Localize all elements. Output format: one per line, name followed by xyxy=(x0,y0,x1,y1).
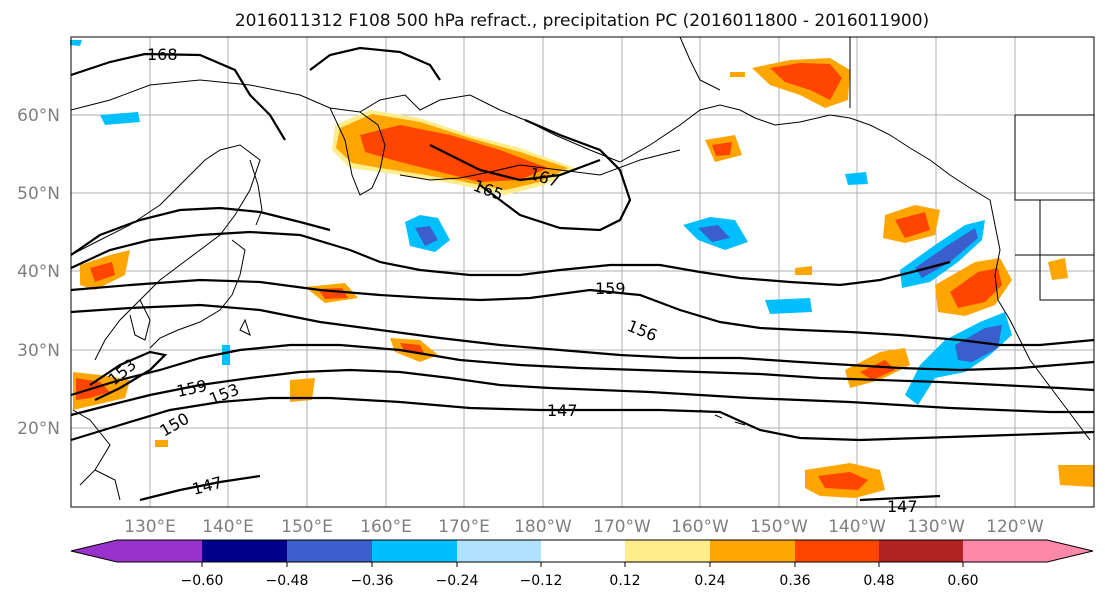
lon-label-130w: 130°W xyxy=(907,517,965,537)
colorbar-tick: −0.24 xyxy=(436,573,479,589)
colorbar-segment xyxy=(117,540,202,562)
latitude-labels: 60°N 50°N 40°N 30°N 20°N xyxy=(17,106,60,439)
lon-label-170e: 170°E xyxy=(438,517,490,537)
colorbar-segment xyxy=(541,540,625,562)
colorbar-tick: 0.24 xyxy=(694,573,725,589)
colorbar-extend-low xyxy=(71,540,117,562)
colorbar-tick: 0.36 xyxy=(779,573,810,589)
colorbar-segment xyxy=(879,540,963,562)
colorbar-segment xyxy=(625,540,710,562)
lon-label-120w: 120°W xyxy=(986,517,1044,537)
contour-label-147-center: 147 xyxy=(547,401,578,420)
colorbar-segment xyxy=(710,540,795,562)
colorbar-extend-high xyxy=(1047,540,1093,562)
map-border xyxy=(70,36,1095,508)
lat-label-40n: 40°N xyxy=(17,262,60,282)
contour-label-159-east: 159 xyxy=(595,279,626,298)
colorbar-segment xyxy=(795,540,879,562)
lon-label-160e: 160°E xyxy=(360,517,412,537)
lon-label-180w: 180°W xyxy=(514,517,572,537)
lon-label-140e: 140°E xyxy=(202,517,254,537)
longitude-labels: 130°E 140°E 150°E 160°E 170°E 180°W 170°… xyxy=(124,517,1044,537)
refractivity-contours xyxy=(70,46,1095,502)
lon-label-160w: 160°W xyxy=(671,517,729,537)
colorbar-tick: 0.60 xyxy=(947,573,978,589)
lat-label-20n: 20°N xyxy=(17,419,60,439)
colorbar-tick: −0.60 xyxy=(181,573,224,589)
lat-label-30n: 30°N xyxy=(17,341,60,361)
lon-label-170w: 170°W xyxy=(593,517,651,537)
colorbar-segment xyxy=(457,540,541,562)
colorbar-segment xyxy=(963,540,1047,562)
figure-title: 2016011312 F108 500 hPa refract., precip… xyxy=(235,11,929,31)
colorbar-segment xyxy=(372,540,457,562)
coastlines xyxy=(70,36,1094,501)
lon-label-140w: 140°W xyxy=(828,517,886,537)
colorbar-segment xyxy=(202,540,287,562)
lon-label-150w: 150°W xyxy=(750,517,808,537)
lon-label-150e: 150°E xyxy=(281,517,333,537)
lon-label-130e: 130°E xyxy=(124,517,176,537)
lat-label-50n: 50°N xyxy=(17,184,60,204)
colorbar-tick: −0.36 xyxy=(351,573,394,589)
colorbar-tick: −0.48 xyxy=(266,573,309,589)
colorbar: −0.60 −0.48 −0.36 −0.24 −0.12 0.12 0.24 … xyxy=(70,539,1094,589)
colorbar-segment xyxy=(287,540,372,562)
contour-label-168: 168 xyxy=(147,45,178,64)
precip-positive xyxy=(73,58,1094,498)
lat-label-60n: 60°N xyxy=(17,106,60,126)
colorbar-tick: 0.12 xyxy=(609,573,640,589)
colorbar-tick: 0.48 xyxy=(863,573,894,589)
colorbar-tick: −0.12 xyxy=(520,573,563,589)
